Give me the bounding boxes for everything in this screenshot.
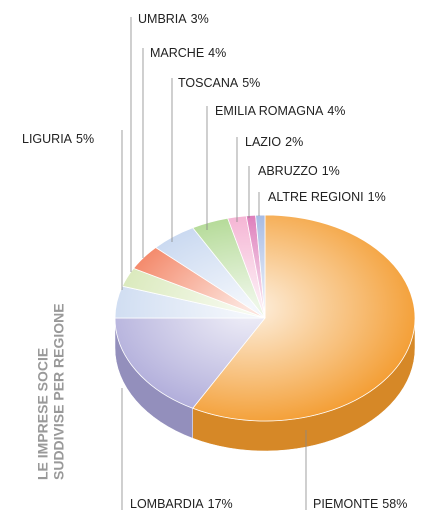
slice-label: MARCHE 4% (150, 46, 226, 60)
slice-value-label: 3% (191, 12, 209, 26)
slice-category: ABRUZZO (258, 164, 318, 178)
slice-value-label: 17% (208, 497, 233, 511)
slice-label: EMILIA ROMAGNA 4% (215, 104, 345, 118)
slice-value-label: 1% (368, 190, 386, 204)
slice-category: ALTRE REGIONI (268, 190, 364, 204)
slice-value-label: 5% (242, 76, 260, 90)
slice-label: LAZIO 2% (245, 135, 303, 149)
slice-label: LOMBARDIA 17% (130, 497, 233, 511)
chart-title: LE IMPRESE SOCIE (35, 348, 51, 480)
slice-category: TOSCANA (178, 76, 239, 90)
slice-category: MARCHE (150, 46, 204, 60)
slice-category: EMILIA ROMAGNA (215, 104, 324, 118)
slice-value-label: 4% (327, 104, 345, 118)
slice-value-label: 2% (285, 135, 303, 149)
slice-category: LOMBARDIA (130, 497, 204, 511)
slice-label: PIEMONTE 58% (313, 497, 407, 511)
title-block: LE IMPRESE SOCIE SUDDIVISE PER REGIONE (35, 303, 67, 480)
slice-label: TOSCANA 5% (178, 76, 260, 90)
slice-label: LIGURIA 5% (22, 132, 94, 146)
slice-value-label: 58% (382, 497, 407, 511)
slice-label: ABRUZZO 1% (258, 164, 340, 178)
slice-category: LAZIO (245, 135, 281, 149)
slice-value-label: 4% (208, 46, 226, 60)
slice-label: ALTRE REGIONI 1% (268, 190, 386, 204)
slice-value-label: 1% (322, 164, 340, 178)
slice-category: UMBRIA (138, 12, 187, 26)
slice-label: UMBRIA 3% (138, 12, 209, 26)
slice-category: PIEMONTE (313, 497, 378, 511)
slice-value-label: 5% (76, 132, 94, 146)
slice-category: LIGURIA (22, 132, 73, 146)
chart-subtitle: SUDDIVISE PER REGIONE (51, 303, 67, 480)
